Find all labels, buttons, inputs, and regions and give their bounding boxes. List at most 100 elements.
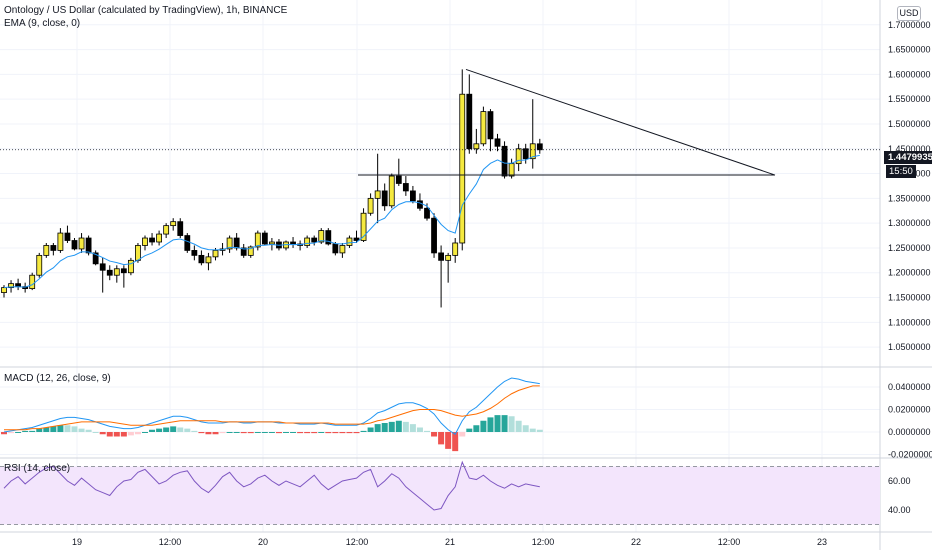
macd-tick-label: 0.0200000: [888, 405, 931, 415]
candle-bull: [318, 230, 325, 243]
candle-bear: [501, 145, 508, 177]
candle-bear: [177, 221, 184, 236]
price-tick-label: 1.2500000: [888, 243, 931, 253]
candle-bear: [240, 247, 247, 256]
macd-histogram-bar: [226, 432, 233, 433]
candle-bear: [261, 232, 268, 245]
macd-histogram-bar: [374, 424, 381, 432]
time-tick-label: 23: [817, 537, 827, 547]
time-tick-label: 12:00: [532, 537, 555, 547]
candle-bull: [346, 237, 353, 246]
candle-bear: [92, 252, 99, 265]
macd-histogram-bar: [92, 432, 99, 433]
candle-bull: [127, 259, 134, 274]
macd-tick-label: -0.0200000: [888, 450, 932, 460]
macd-histogram-bar: [113, 432, 120, 437]
ema-legend: EMA (9, close, 0): [4, 18, 81, 29]
macd-histogram-bar: [318, 432, 325, 433]
price-tick-label: 1.7000000: [888, 20, 931, 30]
candle-bear: [325, 230, 332, 245]
price-tick-label: 1.5500000: [888, 94, 931, 104]
candle-bull: [445, 254, 452, 261]
macd-histogram-bar: [332, 432, 339, 434]
candle-bull: [508, 163, 515, 177]
macd-histogram-bar: [402, 421, 409, 432]
macd-histogram-bar: [191, 430, 198, 432]
candle-bear: [353, 237, 360, 241]
candle-bull: [367, 197, 374, 214]
macd-histogram-bar: [177, 427, 184, 432]
candle-bull: [339, 245, 346, 254]
time-tick-label: 22: [631, 537, 641, 547]
candle-bear: [466, 93, 473, 150]
macd-histogram-bar: [170, 426, 177, 432]
macd-histogram-bar: [304, 432, 311, 434]
candle-bear: [438, 252, 445, 261]
macd-histogram-bar: [283, 432, 289, 433]
macd-histogram-bar: [149, 429, 156, 432]
macd-tick-label: 0.0000000: [888, 427, 931, 437]
macd-histogram-bar: [127, 432, 134, 436]
currency-button[interactable]: USD: [897, 6, 921, 21]
macd-histogram-bar: [240, 432, 247, 434]
rsi-tick-label: 60.00: [888, 476, 911, 486]
candle-bear: [494, 138, 501, 147]
macd-histogram-bar: [494, 415, 501, 432]
macd-histogram-bar: [360, 430, 367, 432]
macd-histogram-bar: [522, 425, 529, 432]
price-tick-label: 1.1000000: [888, 317, 931, 327]
macd-histogram-bar: [78, 428, 85, 432]
ema-line: [3, 154, 540, 289]
macd-histogram-bar: [325, 432, 332, 434]
candle-bear: [431, 217, 437, 254]
candle-bear: [184, 235, 191, 251]
candle-bull: [57, 232, 64, 251]
time-tick-label: 21: [445, 537, 455, 547]
candle-bear: [424, 207, 430, 219]
candle-bear: [233, 237, 240, 249]
macd-histogram-bar: [395, 420, 402, 432]
candle-bear: [395, 175, 402, 184]
macd-histogram-bar: [416, 427, 423, 432]
macd-histogram-bar: [381, 423, 388, 432]
macd-histogram-bar: [367, 427, 374, 432]
candle-bear: [15, 283, 22, 288]
macd-histogram-bar: [536, 429, 543, 432]
candle-bull: [156, 233, 163, 243]
candle-bull: [43, 245, 50, 256]
candle-bull: [452, 242, 459, 256]
price-tick-label: 1.5000000: [888, 119, 931, 129]
candle-bear: [198, 254, 205, 264]
candle-bull: [268, 241, 275, 245]
macd-histogram-bar: [501, 415, 508, 432]
macd-histogram-bar: [233, 432, 240, 433]
macd-histogram-bar: [515, 420, 522, 432]
price-tick-label: 1.6500000: [888, 45, 931, 55]
candle-bear: [85, 237, 92, 254]
candle-bear: [50, 245, 57, 251]
candle-bull: [29, 274, 36, 290]
macd-histogram-bar: [247, 432, 254, 434]
bar-countdown-tag: 15:50: [886, 165, 916, 178]
macd-histogram-bar: [508, 416, 515, 432]
time-tick-label: 12:00: [718, 537, 741, 547]
signal-line: [4, 385, 540, 431]
candle-bull: [529, 143, 536, 160]
time-tick-label: 19: [72, 537, 82, 547]
macd-histogram-bar: [424, 430, 430, 432]
candle-bear: [120, 268, 127, 274]
last-price-tag: 1.4479935: [884, 151, 932, 164]
macd-histogram-bar: [120, 432, 127, 437]
macd-histogram-bar: [43, 427, 50, 432]
macd-histogram-bar: [1, 432, 7, 435]
macd-histogram-bar: [529, 428, 536, 432]
macd-histogram-bar: [85, 429, 92, 432]
macd-histogram-bar: [268, 432, 275, 433]
macd-histogram-bar: [71, 426, 78, 432]
candle-bull: [388, 175, 395, 207]
candle-bull: [8, 283, 14, 289]
macd-legend: MACD (12, 26, close, 9): [4, 373, 111, 384]
rsi-tick-label: 40.00: [888, 505, 911, 515]
candle-bear: [381, 190, 388, 207]
